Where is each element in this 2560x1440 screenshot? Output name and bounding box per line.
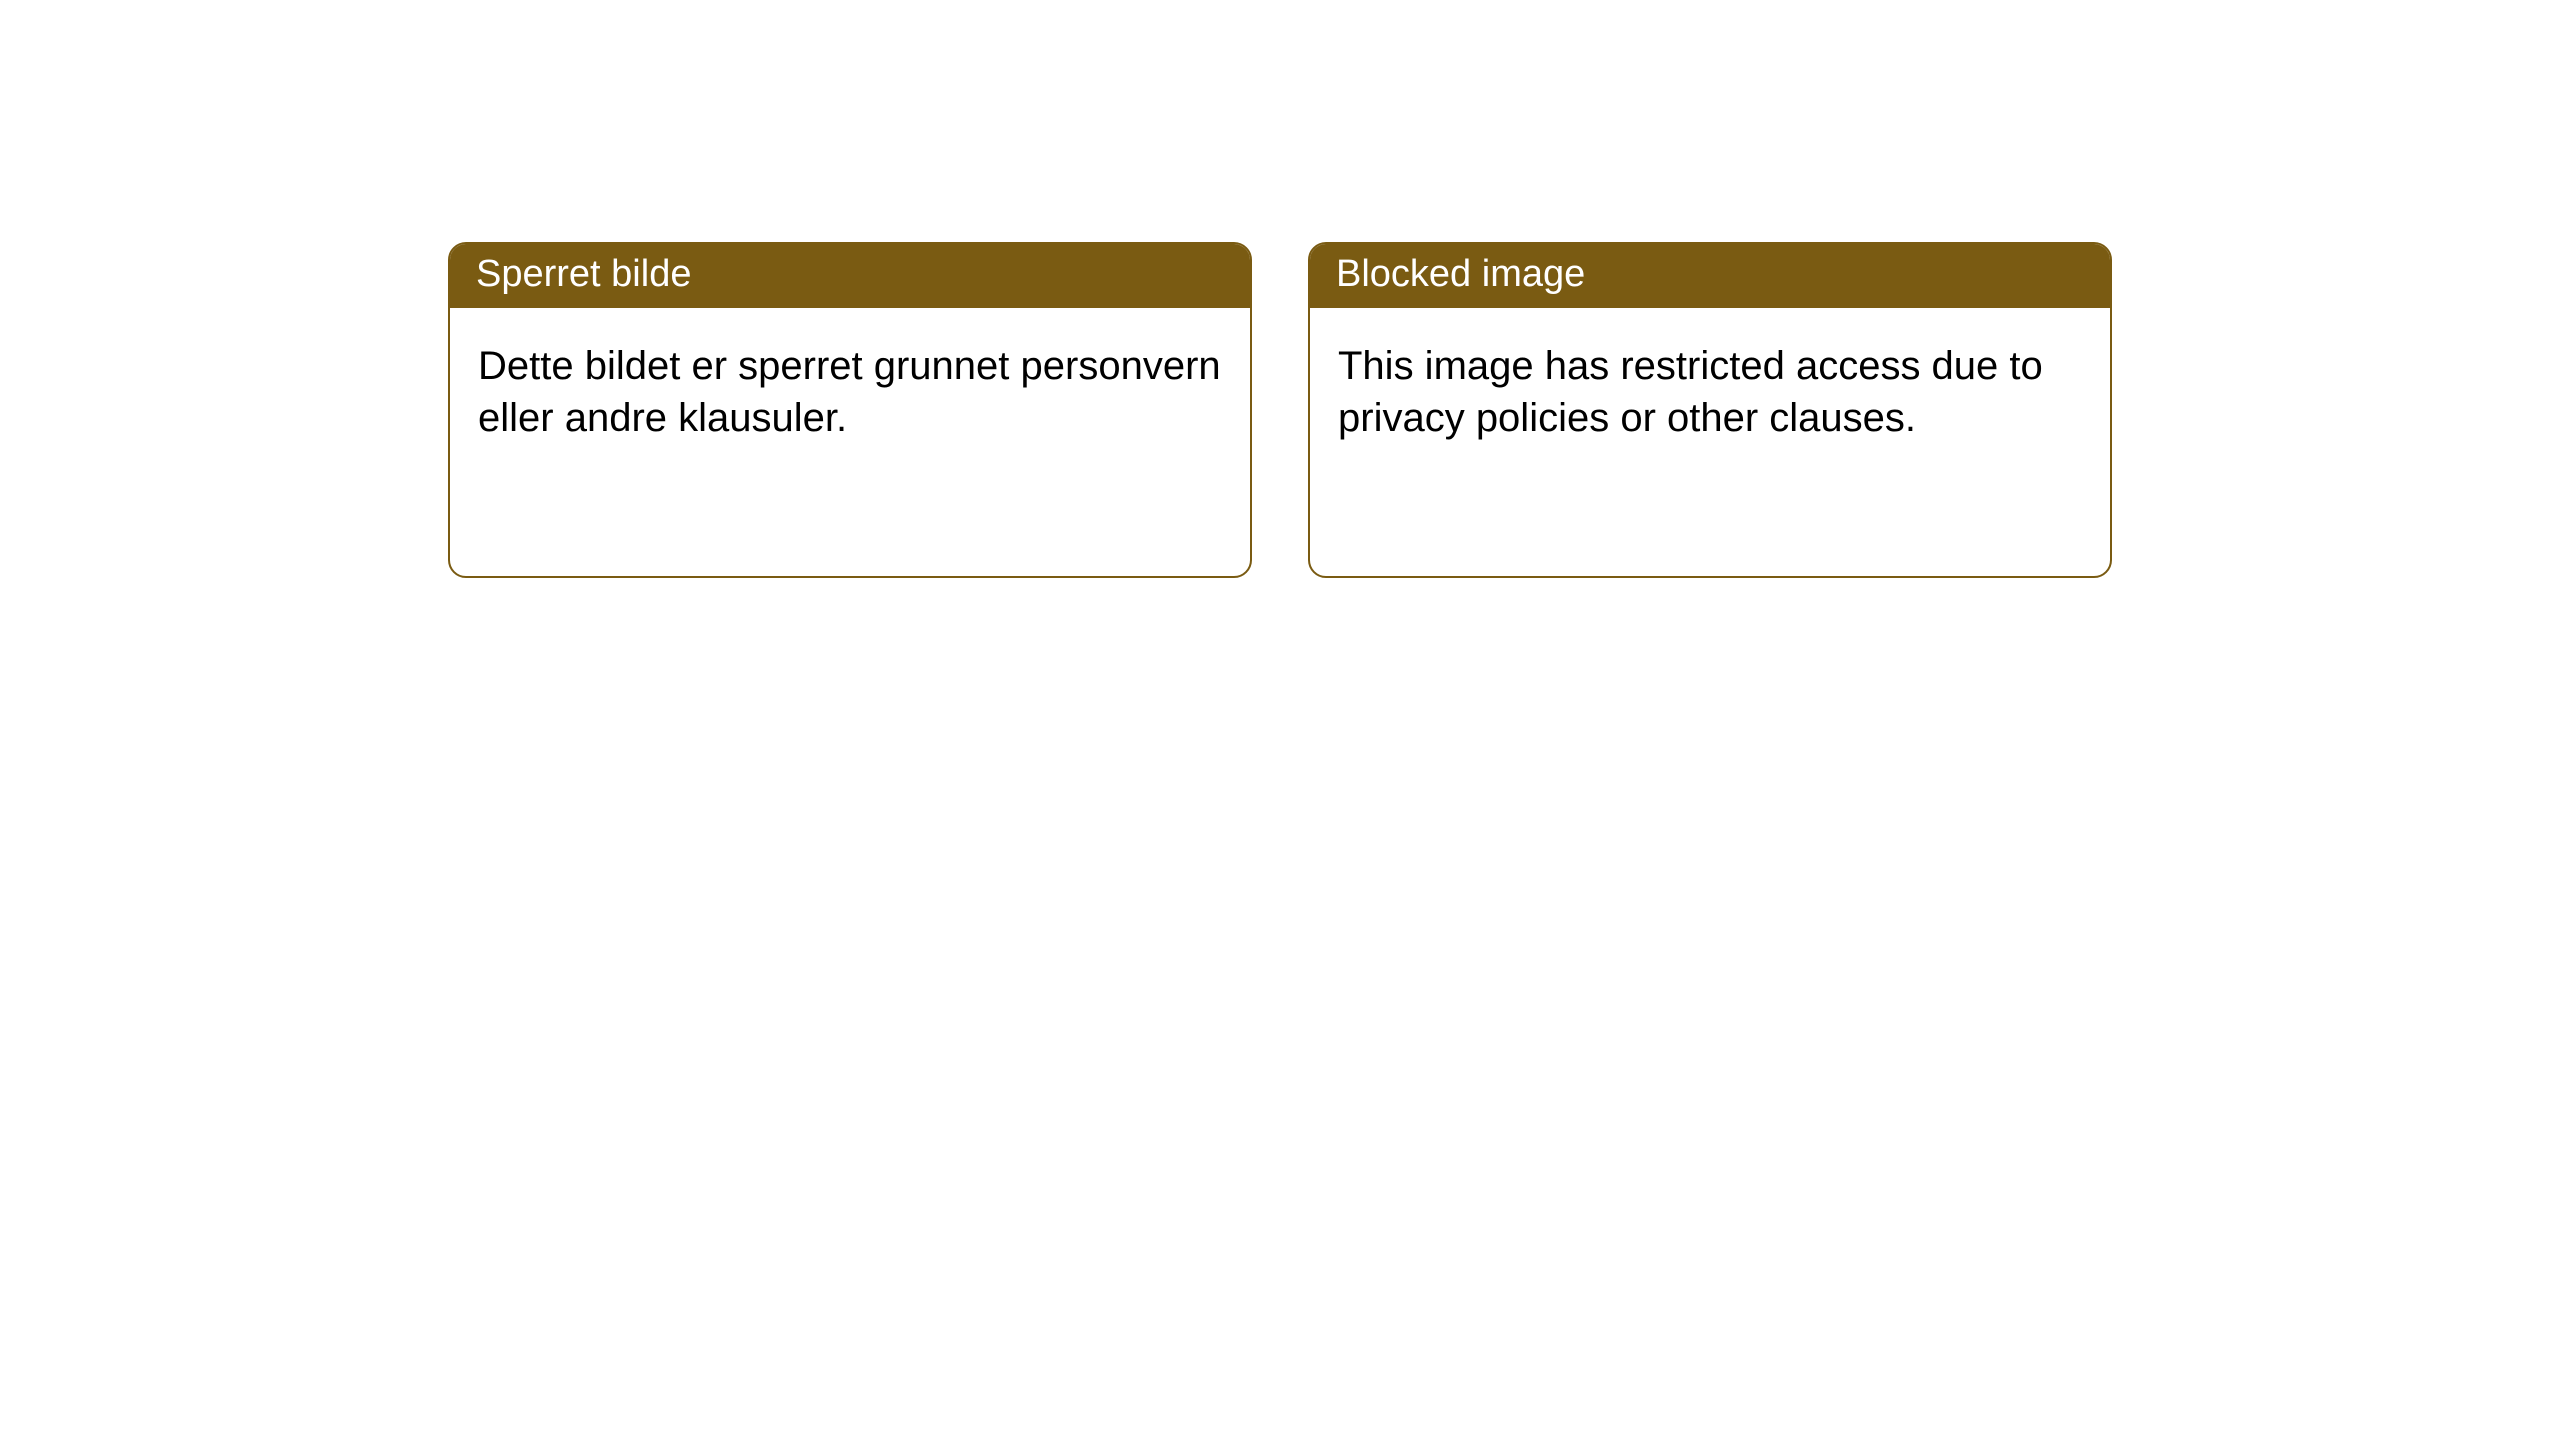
info-box-english: Blocked image This image has restricted … [1308, 242, 2112, 578]
info-box-header: Sperret bilde [450, 244, 1250, 308]
info-boxes-container: Sperret bilde Dette bildet er sperret gr… [0, 0, 2560, 578]
info-box-body: Dette bildet er sperret grunnet personve… [450, 308, 1250, 476]
info-box-norwegian: Sperret bilde Dette bildet er sperret gr… [448, 242, 1252, 578]
info-box-body: This image has restricted access due to … [1310, 308, 2110, 476]
info-box-header: Blocked image [1310, 244, 2110, 308]
